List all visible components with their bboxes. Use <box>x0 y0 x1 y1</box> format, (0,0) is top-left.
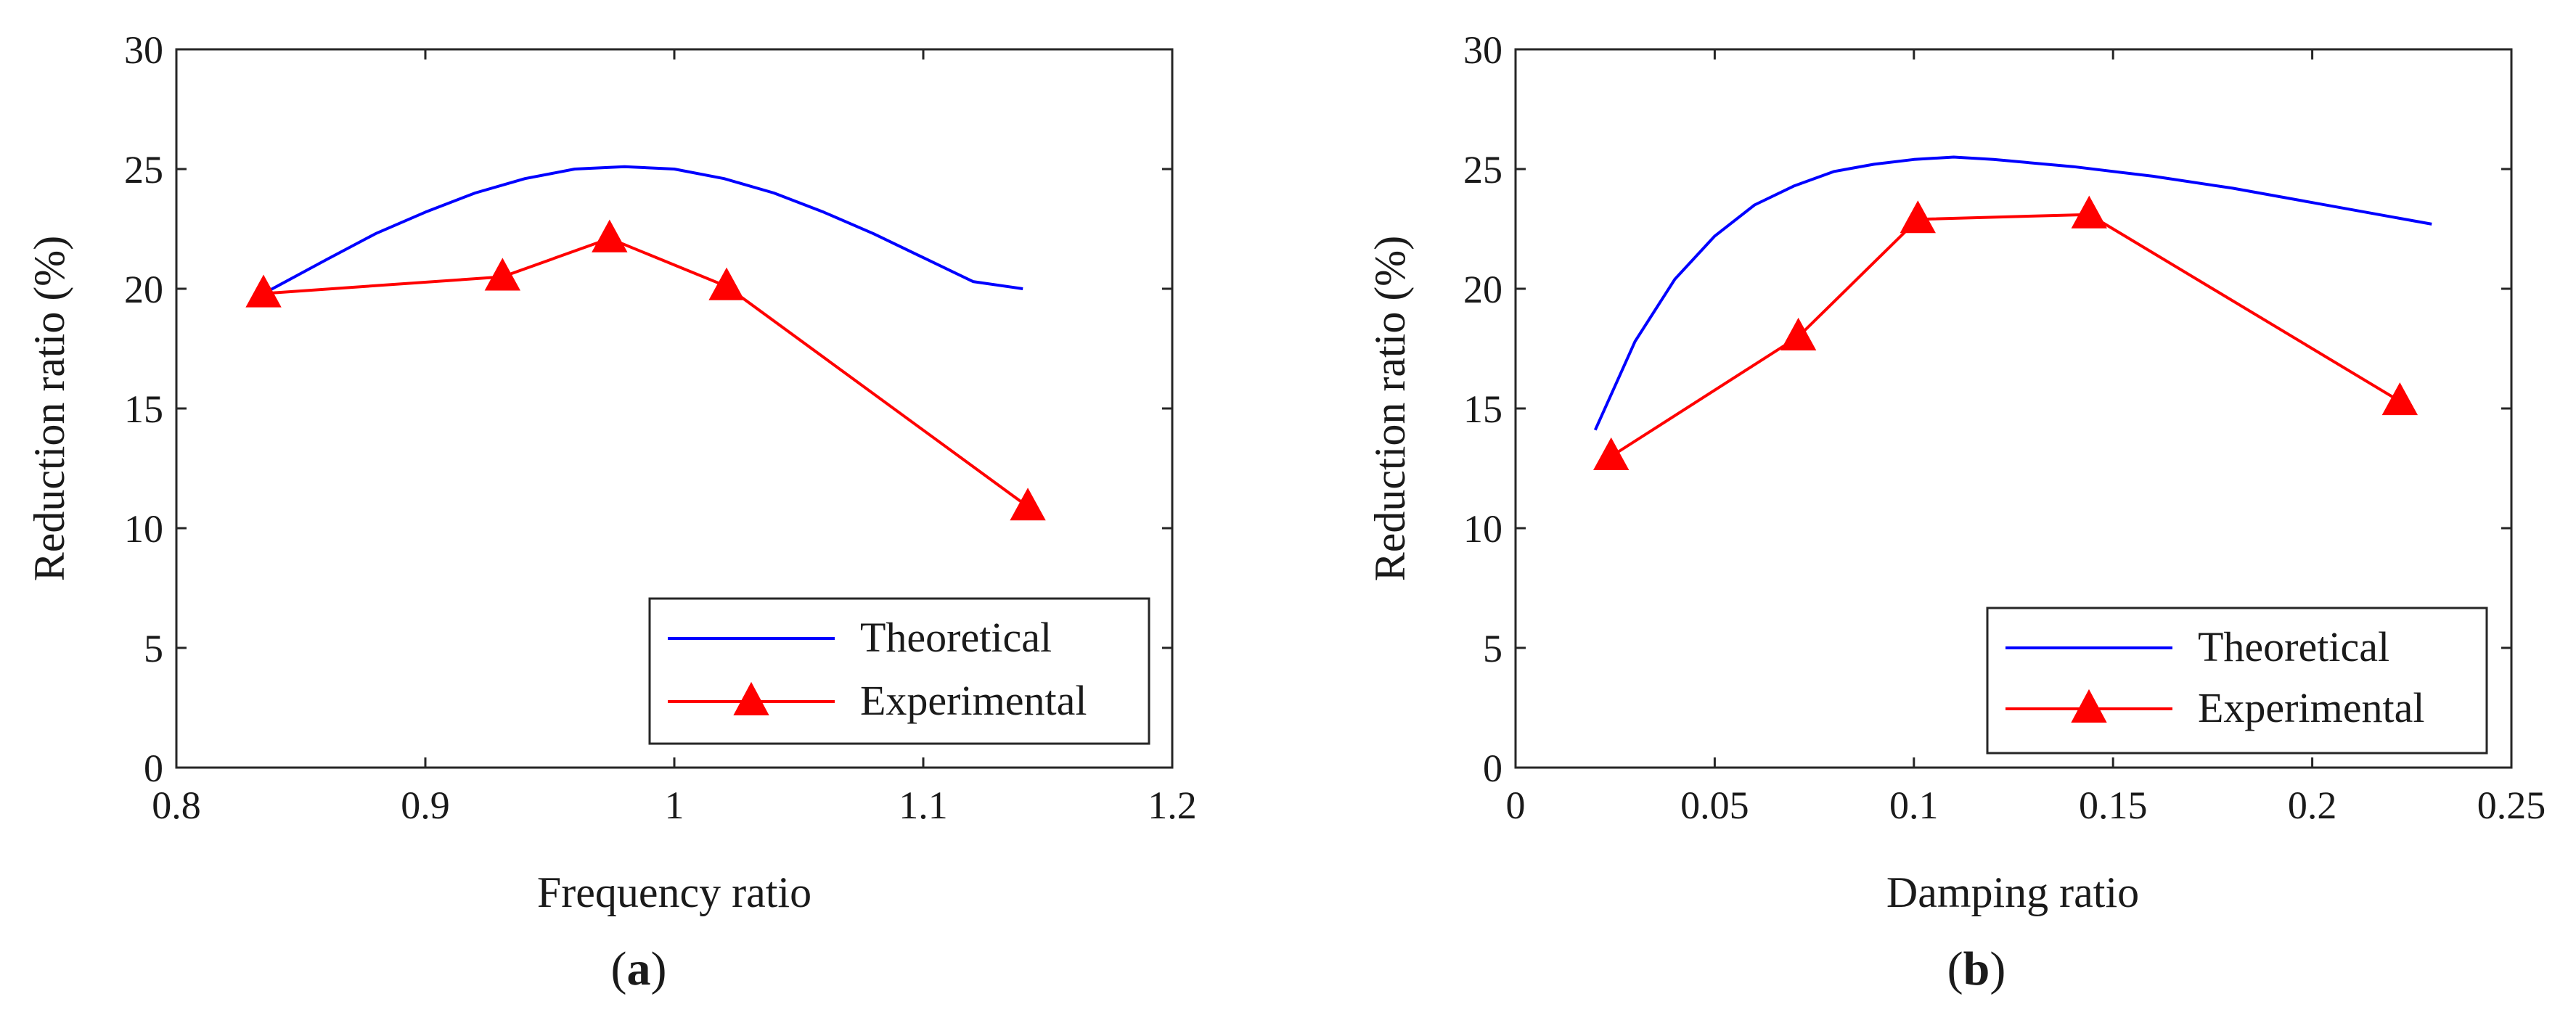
y-tick-label-b: 20 <box>1463 268 1502 311</box>
experimental-marker-b <box>1593 437 1630 470</box>
chart-a: 0.8 0.9 1 1.1 1.2 0 5 10 15 20 25 30 Frequency rati… <box>25 28 1197 995</box>
x-axis-label-b: Damping ratio <box>1886 868 2139 916</box>
legend-theoretical-label-a: Theoretical <box>860 614 1052 661</box>
legend-experimental-marker-b <box>2071 689 2107 723</box>
x-tick-label-a: 0.8 <box>152 784 201 827</box>
legend-experimental-marker-a <box>733 681 769 715</box>
experimental-marker-b <box>2381 382 2418 416</box>
theoretical-line-a <box>263 165 1023 295</box>
experimental-marker-b <box>1780 317 1817 350</box>
panel-label-a: (a) <box>611 942 667 995</box>
y-axis-label-a: Reduction ratio (%) <box>25 236 73 582</box>
y-tick-label-b: 15 <box>1463 387 1502 431</box>
y-tick-label-b: 30 <box>1463 28 1502 72</box>
experimental-marker-a <box>245 274 282 308</box>
legend-theoretical-label-b: Theoretical <box>2198 623 2389 670</box>
legend-box-a <box>648 597 1150 745</box>
theoretical-line-b <box>1593 155 2432 431</box>
y-tick-label-b: 0 <box>1483 747 1502 790</box>
y-tick-label-a: 30 <box>124 28 163 72</box>
y-tick-label-b: 5 <box>1483 627 1502 670</box>
y-tick-label-b: 10 <box>1463 507 1502 551</box>
legend-a: Theoretical Experimental <box>648 597 1150 745</box>
x-tick-label-a: 1 <box>665 784 684 827</box>
y-tick-label-a: 20 <box>124 268 163 311</box>
x-tick-label-b: 0.25 <box>2477 784 2546 827</box>
x-tick-label-a: 0.9 <box>401 784 450 827</box>
x-tick-label-a: 1.2 <box>1148 784 1197 827</box>
y-tick-label-a: 25 <box>124 148 163 192</box>
experimental-marker-a <box>592 219 628 252</box>
legend-b: Theoretical Experimental <box>1986 607 2488 755</box>
y-tick-label-a: 10 <box>124 507 163 551</box>
y-tick-label-a: 5 <box>144 627 163 670</box>
legend-box-b <box>1986 607 2488 755</box>
y-tick-label-a: 15 <box>124 387 163 431</box>
experimental-marker-a <box>484 258 521 291</box>
x-tick-label-a: 1.1 <box>899 784 948 827</box>
y-tick-label-b: 25 <box>1463 148 1502 192</box>
experimental-marker-b <box>1900 200 1936 234</box>
x-tick-label-b: 0.2 <box>2288 784 2337 827</box>
y-tick-label-a: 0 <box>144 747 163 790</box>
experimental-marker-a <box>708 267 745 300</box>
x-tick-label-b: 0.1 <box>1889 784 1939 827</box>
experimental-marker-b <box>2071 195 2107 229</box>
y-axis-label-b: Reduction ratio (%) <box>1366 236 1414 582</box>
x-tick-label-b: 0.05 <box>1680 784 1749 827</box>
x-axis-label-a: Frequency ratio <box>537 868 811 916</box>
experimental-marker-a <box>1010 488 1046 521</box>
legend-experimental-label-a: Experimental <box>860 677 1087 724</box>
x-tick-label-b: 0.15 <box>2079 784 2148 827</box>
panel-label-b: (b) <box>1947 942 2006 995</box>
x-tick-label-b: 0 <box>1506 784 1526 827</box>
legend-experimental-label-b: Experimental <box>2198 684 2424 731</box>
chart-b: 0 0.05 0.1 0.15 0.2 0.25 0 5 10 15 20 25 30 Damping … <box>1366 28 2546 995</box>
